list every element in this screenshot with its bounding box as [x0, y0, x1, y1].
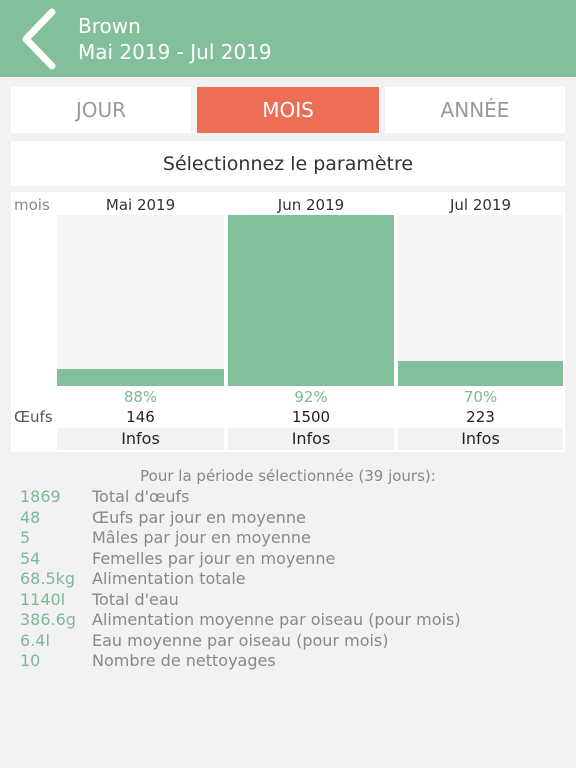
stat-value: 68.5kg: [20, 569, 76, 588]
tab-mois[interactable]: MOIS: [197, 87, 379, 133]
eggs-value: 1500: [291, 408, 331, 426]
summary-heading: Pour la période sélectionnée (39 jours):: [140, 467, 436, 485]
stat-value: 5: [20, 528, 31, 547]
tab-annee[interactable]: ANNÉE: [385, 87, 565, 133]
column-label: Jul 2019: [449, 196, 512, 214]
stat-label: Nombre de nettoyages: [92, 651, 276, 670]
bar-mai-2019: [57, 369, 224, 386]
chevron-left-icon: [22, 8, 56, 70]
bar-jun-2019: [228, 215, 394, 386]
stat-label: Eau moyenne par oiseau (pour mois): [92, 631, 389, 650]
parameter-selector[interactable]: Sélectionnez le paramètre: [11, 141, 565, 186]
app-header: Brown Mai 2019 - Jul 2019: [0, 0, 576, 77]
stat-label: Alimentation totale: [92, 569, 246, 588]
stat-value: 10: [20, 651, 41, 670]
stat-label: Total d'œufs: [92, 487, 190, 506]
column-label: Mai 2019: [105, 196, 176, 214]
page-title: Brown: [78, 14, 141, 38]
stat-label: Total d'eau: [92, 590, 179, 609]
stat-label: Mâles par jour en moyenne: [92, 528, 311, 547]
percent-label: 92%: [294, 388, 328, 406]
column-label: Jun 2019: [277, 196, 345, 214]
percent-label: 70%: [463, 388, 498, 406]
stat-value: 6.4l: [20, 631, 50, 650]
eggs-row-label: Œufs: [14, 408, 53, 426]
infos-button[interactable]: Infos: [398, 428, 563, 450]
tab-jour[interactable]: JOUR: [11, 87, 191, 133]
unit-label: mois: [14, 196, 50, 214]
stat-label: Femelles par jour en moyenne: [92, 549, 336, 568]
stat-label: Œufs par jour en moyenne: [92, 508, 306, 527]
bar-background: [398, 215, 563, 386]
bar-jul-2019: [398, 361, 563, 386]
eggs-value: 223: [466, 408, 495, 426]
infos-button[interactable]: Infos: [57, 428, 224, 450]
bar-background: [57, 215, 224, 386]
stat-value: 1140l: [20, 590, 66, 609]
stat-value: 48: [20, 508, 41, 527]
eggs-value: 146: [126, 408, 155, 426]
page-subtitle: Mai 2019 - Jul 2019: [78, 40, 272, 64]
stat-label: Alimentation moyenne par oiseau (pour mo…: [92, 610, 461, 629]
stat-value: 54: [20, 549, 41, 568]
stat-value: 386.6g: [20, 610, 76, 629]
percent-label: 88%: [123, 388, 158, 406]
bar-background: [228, 215, 394, 386]
back-button[interactable]: [14, 6, 64, 72]
stat-value: 1869: [20, 487, 61, 506]
infos-button[interactable]: Infos: [228, 428, 394, 450]
